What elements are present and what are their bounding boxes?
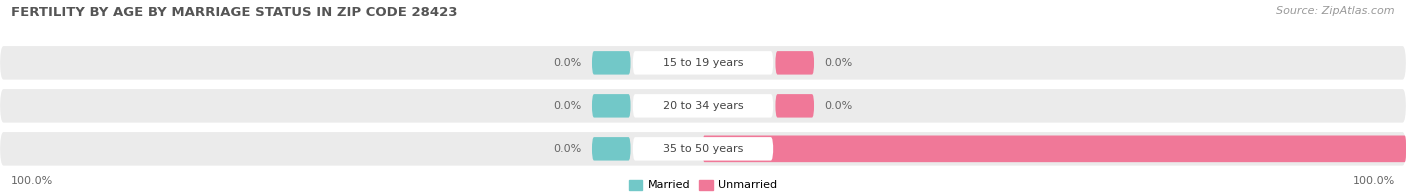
Text: 0.0%: 0.0% xyxy=(824,58,853,68)
FancyBboxPatch shape xyxy=(633,51,773,74)
Text: 15 to 19 years: 15 to 19 years xyxy=(662,58,744,68)
FancyBboxPatch shape xyxy=(776,137,814,161)
FancyBboxPatch shape xyxy=(0,89,1406,123)
Text: 35 to 50 years: 35 to 50 years xyxy=(662,144,744,154)
FancyBboxPatch shape xyxy=(633,94,773,118)
FancyBboxPatch shape xyxy=(703,135,1406,162)
Text: 0.0%: 0.0% xyxy=(553,58,582,68)
Text: 0.0%: 0.0% xyxy=(553,101,582,111)
Text: 100.0%: 100.0% xyxy=(11,176,53,186)
Text: Source: ZipAtlas.com: Source: ZipAtlas.com xyxy=(1277,6,1395,16)
FancyBboxPatch shape xyxy=(633,137,773,161)
Text: 100.0%: 100.0% xyxy=(1353,176,1395,186)
FancyBboxPatch shape xyxy=(592,137,630,161)
FancyBboxPatch shape xyxy=(592,94,630,118)
FancyBboxPatch shape xyxy=(0,46,1406,80)
Text: FERTILITY BY AGE BY MARRIAGE STATUS IN ZIP CODE 28423: FERTILITY BY AGE BY MARRIAGE STATUS IN Z… xyxy=(11,6,458,19)
Text: 20 to 34 years: 20 to 34 years xyxy=(662,101,744,111)
FancyBboxPatch shape xyxy=(776,51,814,74)
FancyBboxPatch shape xyxy=(0,132,1406,166)
Legend: Married, Unmarried: Married, Unmarried xyxy=(628,180,778,191)
FancyBboxPatch shape xyxy=(776,94,814,118)
Text: 0.0%: 0.0% xyxy=(553,144,582,154)
Text: 0.0%: 0.0% xyxy=(824,101,853,111)
FancyBboxPatch shape xyxy=(592,51,630,74)
